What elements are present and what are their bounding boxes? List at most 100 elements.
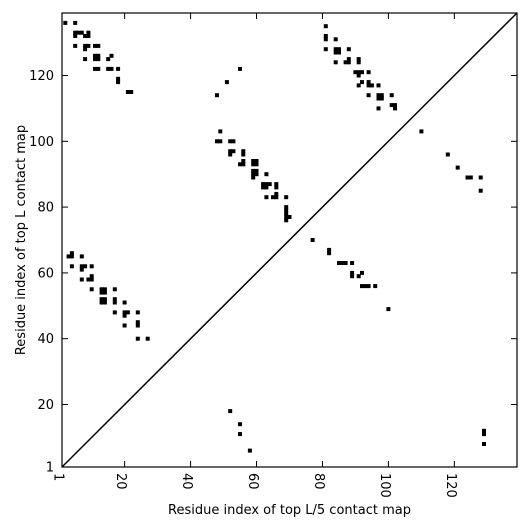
- contact-point: [109, 66, 114, 71]
- contact-point: [79, 254, 84, 259]
- contact-point: [83, 43, 88, 48]
- contact-point: [83, 34, 88, 38]
- contact-point: [96, 66, 101, 71]
- contact-point: [251, 168, 256, 173]
- contact-point: [350, 261, 355, 265]
- contact-point: [360, 70, 364, 75]
- contact-point: [323, 24, 328, 29]
- contact-point: [79, 30, 84, 35]
- contact-point: [122, 313, 127, 318]
- contact-point: [125, 310, 130, 315]
- contact-point: [73, 34, 78, 38]
- contact-point: [228, 139, 233, 144]
- contact-point: [445, 152, 450, 157]
- contact-point: [129, 90, 134, 94]
- contact-point: [76, 30, 81, 35]
- contact-point: [135, 336, 140, 341]
- contact-point: [89, 277, 94, 282]
- contact-point: [112, 287, 117, 292]
- x-tick-label: 80: [311, 473, 326, 490]
- contact-point: [274, 182, 279, 187]
- contact-point: [93, 57, 97, 62]
- contact-point: [238, 422, 242, 427]
- contact-point: [86, 30, 91, 35]
- contact-point: [356, 60, 361, 65]
- contact-point: [99, 297, 104, 302]
- contact-point: [73, 43, 78, 48]
- contact-point: [93, 66, 97, 71]
- contact-point: [284, 211, 289, 216]
- contact-point: [343, 261, 348, 265]
- x-tick-label: 40: [179, 473, 194, 490]
- contact-point: [135, 323, 140, 328]
- contact-point: [241, 162, 246, 167]
- contact-point: [215, 93, 219, 98]
- contact-point: [109, 53, 114, 58]
- contact-point: [69, 251, 74, 256]
- x-tick-label: 1: [51, 473, 66, 481]
- contact-point: [83, 57, 88, 62]
- contact-point: [343, 60, 348, 65]
- contact-point: [106, 66, 111, 71]
- contact-point: [89, 264, 94, 269]
- contact-point: [478, 188, 483, 193]
- contact-point: [376, 93, 381, 98]
- contact-point: [102, 290, 107, 295]
- y-tick-label: 120: [29, 69, 54, 84]
- contact-point: [112, 300, 117, 305]
- contact-point: [366, 93, 371, 98]
- contact-point: [333, 50, 338, 55]
- contact-point: [254, 162, 259, 167]
- contact-point: [254, 172, 259, 177]
- contact-point: [86, 277, 91, 282]
- contact-point: [73, 30, 78, 35]
- contact-point: [63, 20, 68, 25]
- contact-point: [356, 83, 361, 88]
- contact-point: [264, 195, 269, 200]
- contact-point: [66, 254, 71, 259]
- contact-point: [102, 297, 107, 302]
- contact-point: [274, 191, 279, 196]
- contact-point: [333, 60, 338, 65]
- x-tick-label: 20: [113, 473, 128, 490]
- contact-point: [228, 149, 233, 154]
- contact-point: [238, 162, 242, 167]
- contact-point: [135, 310, 140, 315]
- contact-point: [145, 336, 150, 341]
- contact-point: [238, 66, 242, 71]
- contact-point: [89, 274, 94, 279]
- contact-point: [241, 149, 246, 154]
- contact-point: [102, 287, 107, 292]
- y-axis-label: Residue index of top L contact map: [14, 125, 29, 355]
- contact-point: [102, 300, 107, 305]
- contact-point: [482, 442, 486, 446]
- contact-point: [455, 165, 460, 170]
- contact-point: [287, 215, 292, 219]
- contact-point: [122, 310, 127, 315]
- contact-point: [379, 93, 384, 98]
- contact-point: [79, 264, 84, 269]
- contact-point: [419, 129, 424, 134]
- contact-point: [116, 66, 121, 71]
- contact-point: [231, 139, 236, 144]
- contact-point: [264, 172, 269, 177]
- contact-point: [224, 80, 229, 85]
- contact-point: [241, 159, 246, 163]
- contact-point: [251, 159, 256, 163]
- contact-point: [99, 290, 104, 295]
- x-tick-label: 120: [443, 473, 458, 498]
- contact-point: [116, 76, 121, 81]
- contact-point: [366, 284, 371, 289]
- contact-point: [241, 152, 246, 157]
- contact-point: [93, 43, 97, 48]
- y-tick-label: 100: [29, 135, 54, 150]
- contact-point: [218, 129, 223, 134]
- contact-point: [468, 175, 473, 180]
- contact-point: [356, 70, 361, 75]
- contact-point: [274, 195, 279, 200]
- contact-point: [389, 93, 394, 98]
- contact-point: [215, 139, 219, 144]
- contact-point: [112, 310, 117, 315]
- contact-point: [86, 43, 91, 48]
- contact-point: [350, 274, 355, 279]
